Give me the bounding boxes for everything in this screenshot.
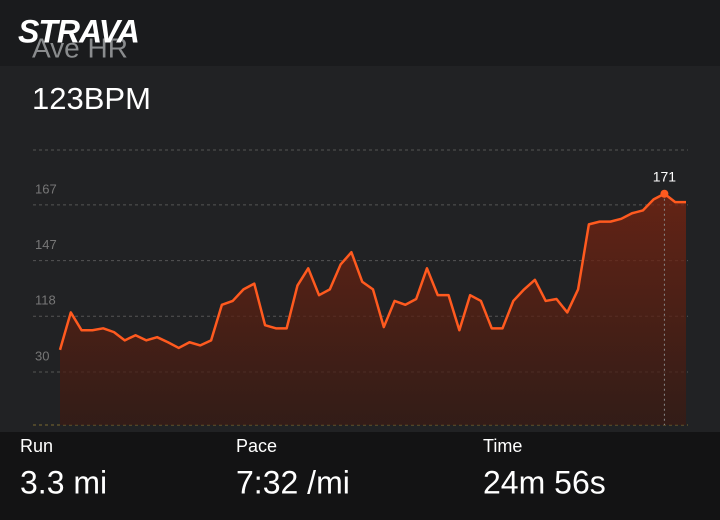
peak-label: 171: [653, 168, 677, 184]
stats-bar: [0, 432, 720, 520]
logo: STRAVA: [18, 13, 139, 49]
y-tick-label: 167: [35, 181, 57, 196]
metric-name: Ave HR: [32, 32, 128, 63]
stat-value: 24m 56s: [483, 464, 606, 500]
metric-value: 123BPM: [32, 81, 151, 116]
y-tick-label: 30: [35, 348, 49, 363]
stat-value: 3.3 mi: [20, 464, 107, 500]
y-tick-label: 147: [35, 237, 57, 252]
stats: Run 3.3 mi Pace 7:32 /mi Time 24m 56s: [20, 436, 606, 501]
line: [58, 192, 686, 351]
area: [60, 193, 686, 425]
top-bar: [0, 0, 720, 66]
stat-value: 7:32 /mi: [236, 464, 350, 500]
stat-label: Time: [483, 436, 522, 456]
y-tick-label: 118: [35, 293, 56, 308]
stat-label: Pace: [236, 436, 277, 456]
stat-label: Run: [20, 436, 53, 456]
peak-dot: [660, 189, 669, 198]
